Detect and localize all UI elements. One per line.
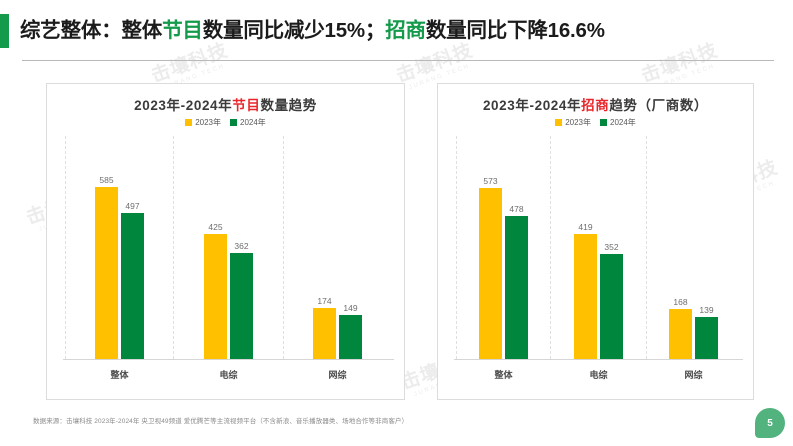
x-axis-labels: 整体 电综 网综	[65, 368, 392, 381]
title-highlight: 节目	[162, 19, 203, 42]
legend-label: 2023年	[195, 118, 221, 127]
bar-column[interactable]: 139	[695, 136, 718, 359]
x-axis-line	[63, 359, 394, 360]
legend-swatch-icon	[185, 119, 193, 126]
legend-label: 2024年	[240, 118, 266, 127]
bar-value-label: 352	[604, 241, 619, 252]
title-segment: 数量同比减少15%；	[202, 19, 386, 42]
x-axis-label: 电综	[219, 370, 238, 380]
bar-group: 585 497	[65, 136, 174, 359]
bar-group: 168 139	[646, 136, 741, 359]
bar-2023年[interactable]	[95, 187, 118, 359]
badge-shape-icon	[755, 408, 785, 438]
bar-group: 425 362	[174, 136, 283, 359]
page-title: 综艺整体：整体节目数量同比减少15%；招商数量同比下降16.6%	[20, 14, 605, 48]
page-number: 5	[767, 417, 773, 429]
bar-value-label: 573	[483, 175, 498, 186]
legend-item-2023[interactable]: 2023年	[185, 117, 221, 128]
legend-item-2024[interactable]: 2024年	[600, 117, 636, 128]
bar-column[interactable]: 573	[479, 136, 502, 359]
chart-legend: 2023年 2024年	[438, 117, 753, 128]
bar-2024年[interactable]	[121, 213, 144, 359]
bar-column[interactable]: 585	[95, 136, 118, 359]
bar-column[interactable]: 149	[339, 136, 362, 359]
x-axis-label: 电综	[589, 370, 608, 380]
legend-swatch-icon	[600, 119, 607, 126]
title-segment: 综艺整体：整体	[20, 19, 163, 42]
bar-column[interactable]: 174	[313, 136, 336, 359]
legend-swatch-icon	[555, 119, 563, 126]
title-segment: 数量同比下降16.6%	[425, 19, 605, 42]
bar-value-label: 168	[673, 296, 688, 307]
bar-column[interactable]: 497	[121, 136, 144, 359]
bar-2024年[interactable]	[695, 317, 718, 359]
plot-area: 573 478 419 352 168 139	[456, 136, 741, 359]
bar-2024年[interactable]	[339, 315, 362, 359]
bar-group: 573 478	[456, 136, 551, 359]
bar-2023年[interactable]	[204, 234, 227, 359]
plot-area: 585 497 425 362 174 149	[65, 136, 392, 359]
title-accent-bar	[0, 14, 9, 48]
chart-legend: 2023年 2024年	[47, 117, 404, 128]
chart-title: 2023年-2024年节目数量趋势	[47, 94, 404, 114]
slide-header: 综艺整体：整体节目数量同比减少15%；招商数量同比下降16.6%	[0, 14, 793, 48]
chart-title-segment: 趋势（厂商数）	[609, 98, 709, 113]
chart-title-segment: 数量趋势	[260, 98, 317, 113]
bar-2024年[interactable]	[600, 253, 623, 359]
gridlines	[456, 136, 741, 359]
header-divider	[22, 60, 774, 61]
bar-column[interactable]: 362	[230, 136, 253, 359]
legend-label: 2023年	[565, 118, 591, 127]
bar-2023年[interactable]	[574, 233, 597, 359]
bar-value-label: 139	[699, 305, 714, 316]
bar-2023年[interactable]	[479, 187, 502, 359]
legend-swatch-icon	[230, 119, 237, 126]
bar-group: 419 352	[551, 136, 646, 359]
legend-label: 2024年	[610, 118, 636, 127]
source-note: 数据来源：击壤科技 2023年-2024年 央卫视49频道 爱优腾芒等主流视频平…	[33, 418, 409, 425]
x-axis-labels: 整体 电综 网综	[456, 368, 741, 381]
legend-item-2023[interactable]: 2023年	[555, 117, 591, 128]
bar-value-label: 497	[125, 201, 140, 212]
bar-value-label: 419	[578, 221, 593, 232]
bar-2024年[interactable]	[505, 215, 528, 359]
bar-value-label: 425	[208, 222, 223, 233]
bar-column[interactable]: 425	[204, 136, 227, 359]
chart-title-segment: 2023年-2024年	[482, 98, 582, 113]
bar-2023年[interactable]	[313, 307, 336, 359]
bar-column[interactable]: 478	[505, 136, 528, 359]
bar-value-label: 478	[509, 203, 524, 214]
x-axis-label: 网综	[328, 370, 347, 380]
bar-value-label: 585	[99, 175, 114, 186]
bar-column[interactable]: 352	[600, 136, 623, 359]
bar-column[interactable]: 168	[669, 136, 692, 359]
bar-value-label: 362	[234, 240, 249, 251]
bar-group: 174 149	[283, 136, 392, 359]
chart-title-highlight: 招商	[581, 98, 610, 113]
charts-container: 2023年-2024年节目数量趋势 2023年 2024年 585 497 425 3…	[0, 83, 793, 403]
bar-2024年[interactable]	[230, 252, 253, 359]
x-axis-label: 整体	[494, 370, 513, 380]
chart-card-sponsorship: 2023年-2024年招商趋势（厂商数） 2023年 2024年 573 478 4…	[437, 83, 754, 400]
x-axis-line	[454, 359, 743, 360]
x-axis-label: 整体	[110, 370, 129, 380]
bar-2023年[interactable]	[669, 308, 692, 359]
legend-item-2024[interactable]: 2024年	[230, 117, 266, 128]
chart-card-program-count: 2023年-2024年节目数量趋势 2023年 2024年 585 497 425 3…	[46, 83, 405, 400]
chart-title: 2023年-2024年招商趋势（厂商数）	[438, 94, 753, 114]
bar-value-label: 149	[343, 303, 358, 314]
page-number-badge: 5	[755, 408, 785, 438]
bar-groups: 573 478 419 352 168 139	[456, 136, 741, 359]
gridlines	[65, 136, 392, 359]
bar-column[interactable]: 419	[574, 136, 597, 359]
x-axis-label: 网综	[684, 370, 703, 380]
bar-value-label: 174	[317, 295, 332, 306]
bar-groups: 585 497 425 362 174 149	[65, 136, 392, 359]
title-highlight: 招商	[385, 19, 426, 42]
chart-title-highlight: 节目	[232, 98, 261, 113]
chart-title-segment: 2023年-2024年	[134, 98, 233, 113]
